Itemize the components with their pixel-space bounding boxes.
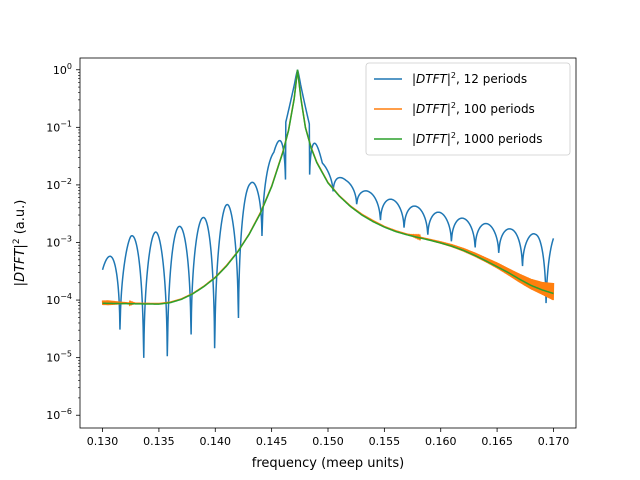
series-line-12-periods [101, 69, 555, 358]
y-tick-label: 10−3 [46, 234, 72, 249]
y-tick-label: 10−4 [46, 292, 72, 307]
y-axis: 10−6 10−5 10−4 10−3 10−2 10−1 100 [46, 62, 80, 422]
y-tick-label: 10−6 [46, 407, 72, 422]
legend-label: |DTFT|2, 100 periods [412, 101, 535, 116]
legend-box [365, 62, 571, 156]
x-tick-label: 0.160 [425, 435, 457, 448]
y-tick-label: 10−2 [46, 177, 72, 192]
y-tick-label: 100 [53, 62, 72, 77]
x-axis-label: frequency (meep units) [252, 456, 404, 471]
series-line-1000-periods [102, 69, 554, 305]
x-tick-label: 0.170 [538, 435, 570, 448]
x-tick-label: 0.145 [256, 435, 288, 448]
x-tick-label: 0.140 [200, 435, 232, 448]
x-axis: 0.130 0.135 0.140 0.145 0.150 0.155 0.160 0.165… [87, 428, 569, 448]
y-tick-label: 10−1 [46, 119, 72, 134]
y-axis-label: |DTFT|2 (a.u.) [12, 200, 28, 287]
legend-label: |DTFT|2, 1000 periods [412, 131, 542, 146]
y-tick-label: 10−5 [46, 350, 72, 365]
x-tick-label: 0.130 [87, 435, 119, 448]
x-tick-label: 0.135 [143, 435, 175, 448]
legend-label: |DTFT|2, 12 periods [412, 71, 527, 86]
x-tick-label: 0.165 [481, 435, 513, 448]
legend: |DTFT|2, 12 periods |DTFT|2, 100 periods |… [365, 62, 571, 156]
x-tick-label: 0.155 [369, 435, 401, 448]
plot-lines [101, 69, 555, 358]
x-tick-label: 0.150 [312, 435, 344, 448]
